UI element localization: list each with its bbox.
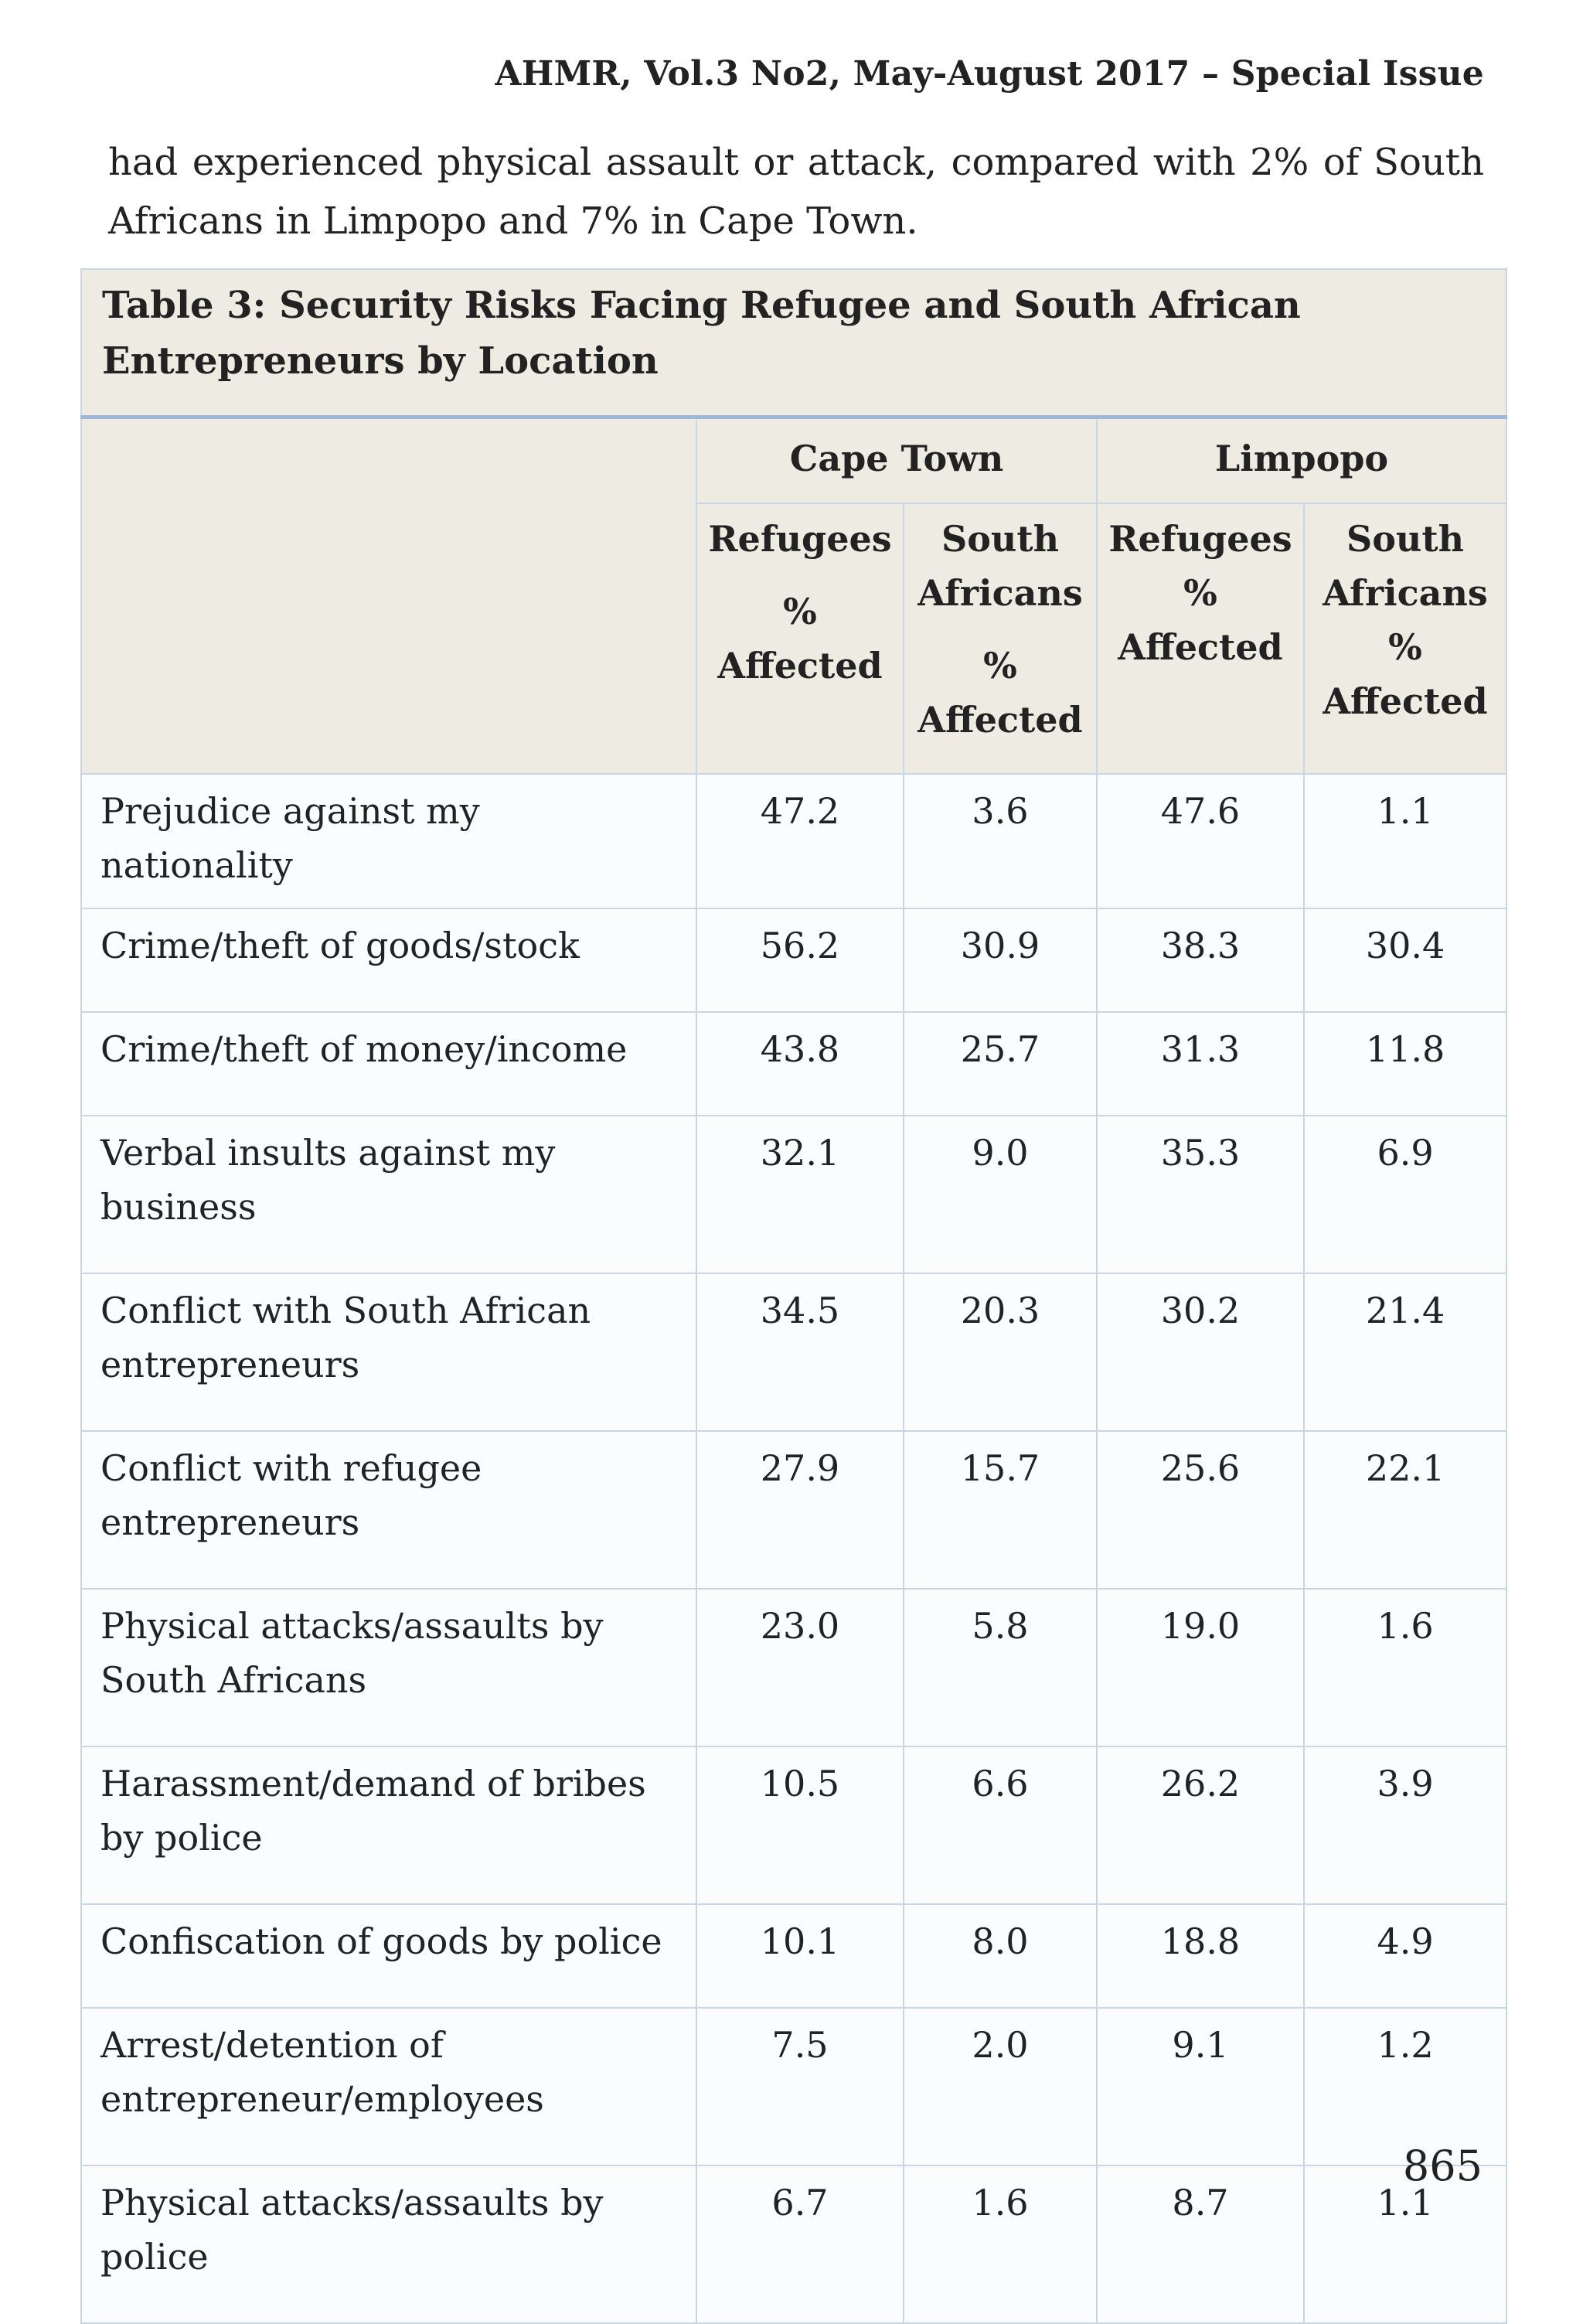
cell-ct-refugees: 6.7 [696, 2165, 904, 2324]
cell-lp-south-africans: 22.1 [1302, 1430, 1508, 1590]
table-row: Crime/theft of money/income 43.8 25.7 31… [80, 1011, 1508, 1116]
cell-lp-south-africans: 30.4 [1302, 908, 1508, 1013]
cell-lp-refugees: 26.2 [1096, 1746, 1305, 1905]
security-risks-table: Table 3: Security Risks Facing Refugee a… [80, 268, 1508, 2324]
subheader-lp-south-africans: South Africans % Affected [1302, 503, 1508, 775]
cell-lp-south-africans: 1.1 [1302, 773, 1508, 909]
cell-ct-south-africans: 1.6 [903, 2165, 1098, 2324]
table-row: Prejudice against my nationality 47.2 3.… [80, 773, 1508, 909]
cell-ct-south-africans: 3.6 [903, 773, 1098, 909]
row-label: Harassment/demand of bribes by police [80, 1746, 697, 1905]
row-label: Conflict with refugee entrepreneurs [80, 1430, 697, 1590]
cell-lp-refugees: 31.3 [1096, 1011, 1305, 1116]
table-row: Conflict with South African entrepreneur… [80, 1273, 1508, 1432]
table-row: Verbal insults against my business 32.1 … [80, 1115, 1508, 1274]
row-label: Arrest/detention of entrepreneur/employe… [80, 2007, 697, 2166]
subheader-ct-refugees: Refugees % Affected [696, 503, 904, 775]
page-number: 865 [1402, 2142, 1483, 2190]
cell-ct-refugees: 56.2 [696, 908, 904, 1013]
cell-ct-south-africans: 6.6 [903, 1746, 1098, 1905]
cell-ct-south-africans: 30.9 [903, 908, 1098, 1013]
cell-lp-refugees: 25.6 [1096, 1430, 1305, 1590]
cell-ct-south-africans: 2.0 [903, 2007, 1098, 2166]
cell-ct-refugees: 10.5 [696, 1746, 904, 1905]
cell-ct-south-africans: 9.0 [903, 1115, 1098, 1274]
row-label: Crime/theft of money/income [80, 1011, 697, 1116]
cell-lp-refugees: 18.8 [1096, 1903, 1305, 2009]
cell-lp-refugees: 8.7 [1096, 2165, 1305, 2324]
table-row: Crime/theft of goods/stock 56.2 30.9 38.… [80, 908, 1508, 1013]
table-row: Physical attacks/assaults by South Afric… [80, 1588, 1508, 1747]
cell-lp-refugees: 9.1 [1096, 2007, 1305, 2166]
table-row: Confiscation of goods by police 10.1 8.0… [80, 1903, 1508, 2009]
cell-ct-south-africans: 15.7 [903, 1430, 1098, 1590]
table-caption: Table 3: Security Risks Facing Refugee a… [80, 268, 1508, 419]
table-row: Arrest/detention of entrepreneur/employe… [80, 2007, 1508, 2166]
cell-ct-south-africans: 25.7 [903, 1011, 1098, 1116]
cell-lp-south-africans: 21.4 [1302, 1273, 1508, 1432]
group-header-cape-town: Cape Town [696, 416, 1098, 504]
row-label: Prejudice against my nationality [80, 773, 697, 909]
cell-lp-south-africans: 4.9 [1302, 1903, 1508, 2009]
row-label: Physical attacks/assaults by South Afric… [80, 1588, 697, 1747]
table-row: Physical attacks/assaults by police 6.7 … [80, 2165, 1508, 2324]
cell-lp-south-africans: 1.6 [1302, 1588, 1508, 1747]
cell-ct-refugees: 23.0 [696, 1588, 904, 1747]
cell-ct-refugees: 10.1 [696, 1903, 904, 2009]
table-row: Harassment/demand of bribes by police 10… [80, 1746, 1508, 1905]
cell-ct-south-africans: 20.3 [903, 1273, 1098, 1432]
cell-ct-south-africans: 8.0 [903, 1903, 1098, 2009]
cell-ct-south-africans: 5.8 [903, 1588, 1098, 1747]
cell-ct-refugees: 32.1 [696, 1115, 904, 1274]
cell-lp-south-africans: 11.8 [1302, 1011, 1508, 1116]
subheader-ct-south-africans: South Africans % Affected [903, 503, 1098, 775]
row-label: Confiscation of goods by police [80, 1903, 697, 2009]
table-row: Conflict with refugee entrepreneurs 27.9… [80, 1430, 1508, 1590]
row-label: Verbal insults against my business [80, 1115, 697, 1274]
cell-ct-refugees: 43.8 [696, 1011, 904, 1116]
cell-ct-refugees: 47.2 [696, 773, 904, 909]
row-label: Crime/theft of goods/stock [80, 908, 697, 1013]
row-label: Physical attacks/assaults by police [80, 2165, 697, 2324]
group-header-limpopo: Limpopo [1095, 416, 1508, 504]
row-label: Conflict with South African entrepreneur… [80, 1273, 697, 1432]
cell-lp-south-africans: 1.2 [1302, 2007, 1508, 2166]
row-header-blank [80, 416, 697, 775]
journal-header: AHMR, Vol.3 No2, May-August 2017 – Speci… [495, 54, 1484, 94]
cell-ct-refugees: 7.5 [696, 2007, 904, 2166]
cell-lp-refugees: 30.2 [1096, 1273, 1305, 1432]
cell-ct-refugees: 27.9 [696, 1430, 904, 1590]
cell-lp-south-africans: 3.9 [1302, 1746, 1508, 1905]
cell-lp-refugees: 47.6 [1096, 773, 1305, 909]
cell-lp-south-africans: 6.9 [1302, 1115, 1508, 1274]
subheader-lp-refugees: Refugees % Affected [1096, 503, 1305, 775]
cell-lp-refugees: 38.3 [1096, 908, 1305, 1013]
cell-lp-refugees: 35.3 [1096, 1115, 1305, 1274]
cell-lp-refugees: 19.0 [1096, 1588, 1305, 1747]
intro-paragraph: had experienced physical assault or atta… [108, 141, 1484, 243]
cell-ct-refugees: 34.5 [696, 1273, 904, 1432]
